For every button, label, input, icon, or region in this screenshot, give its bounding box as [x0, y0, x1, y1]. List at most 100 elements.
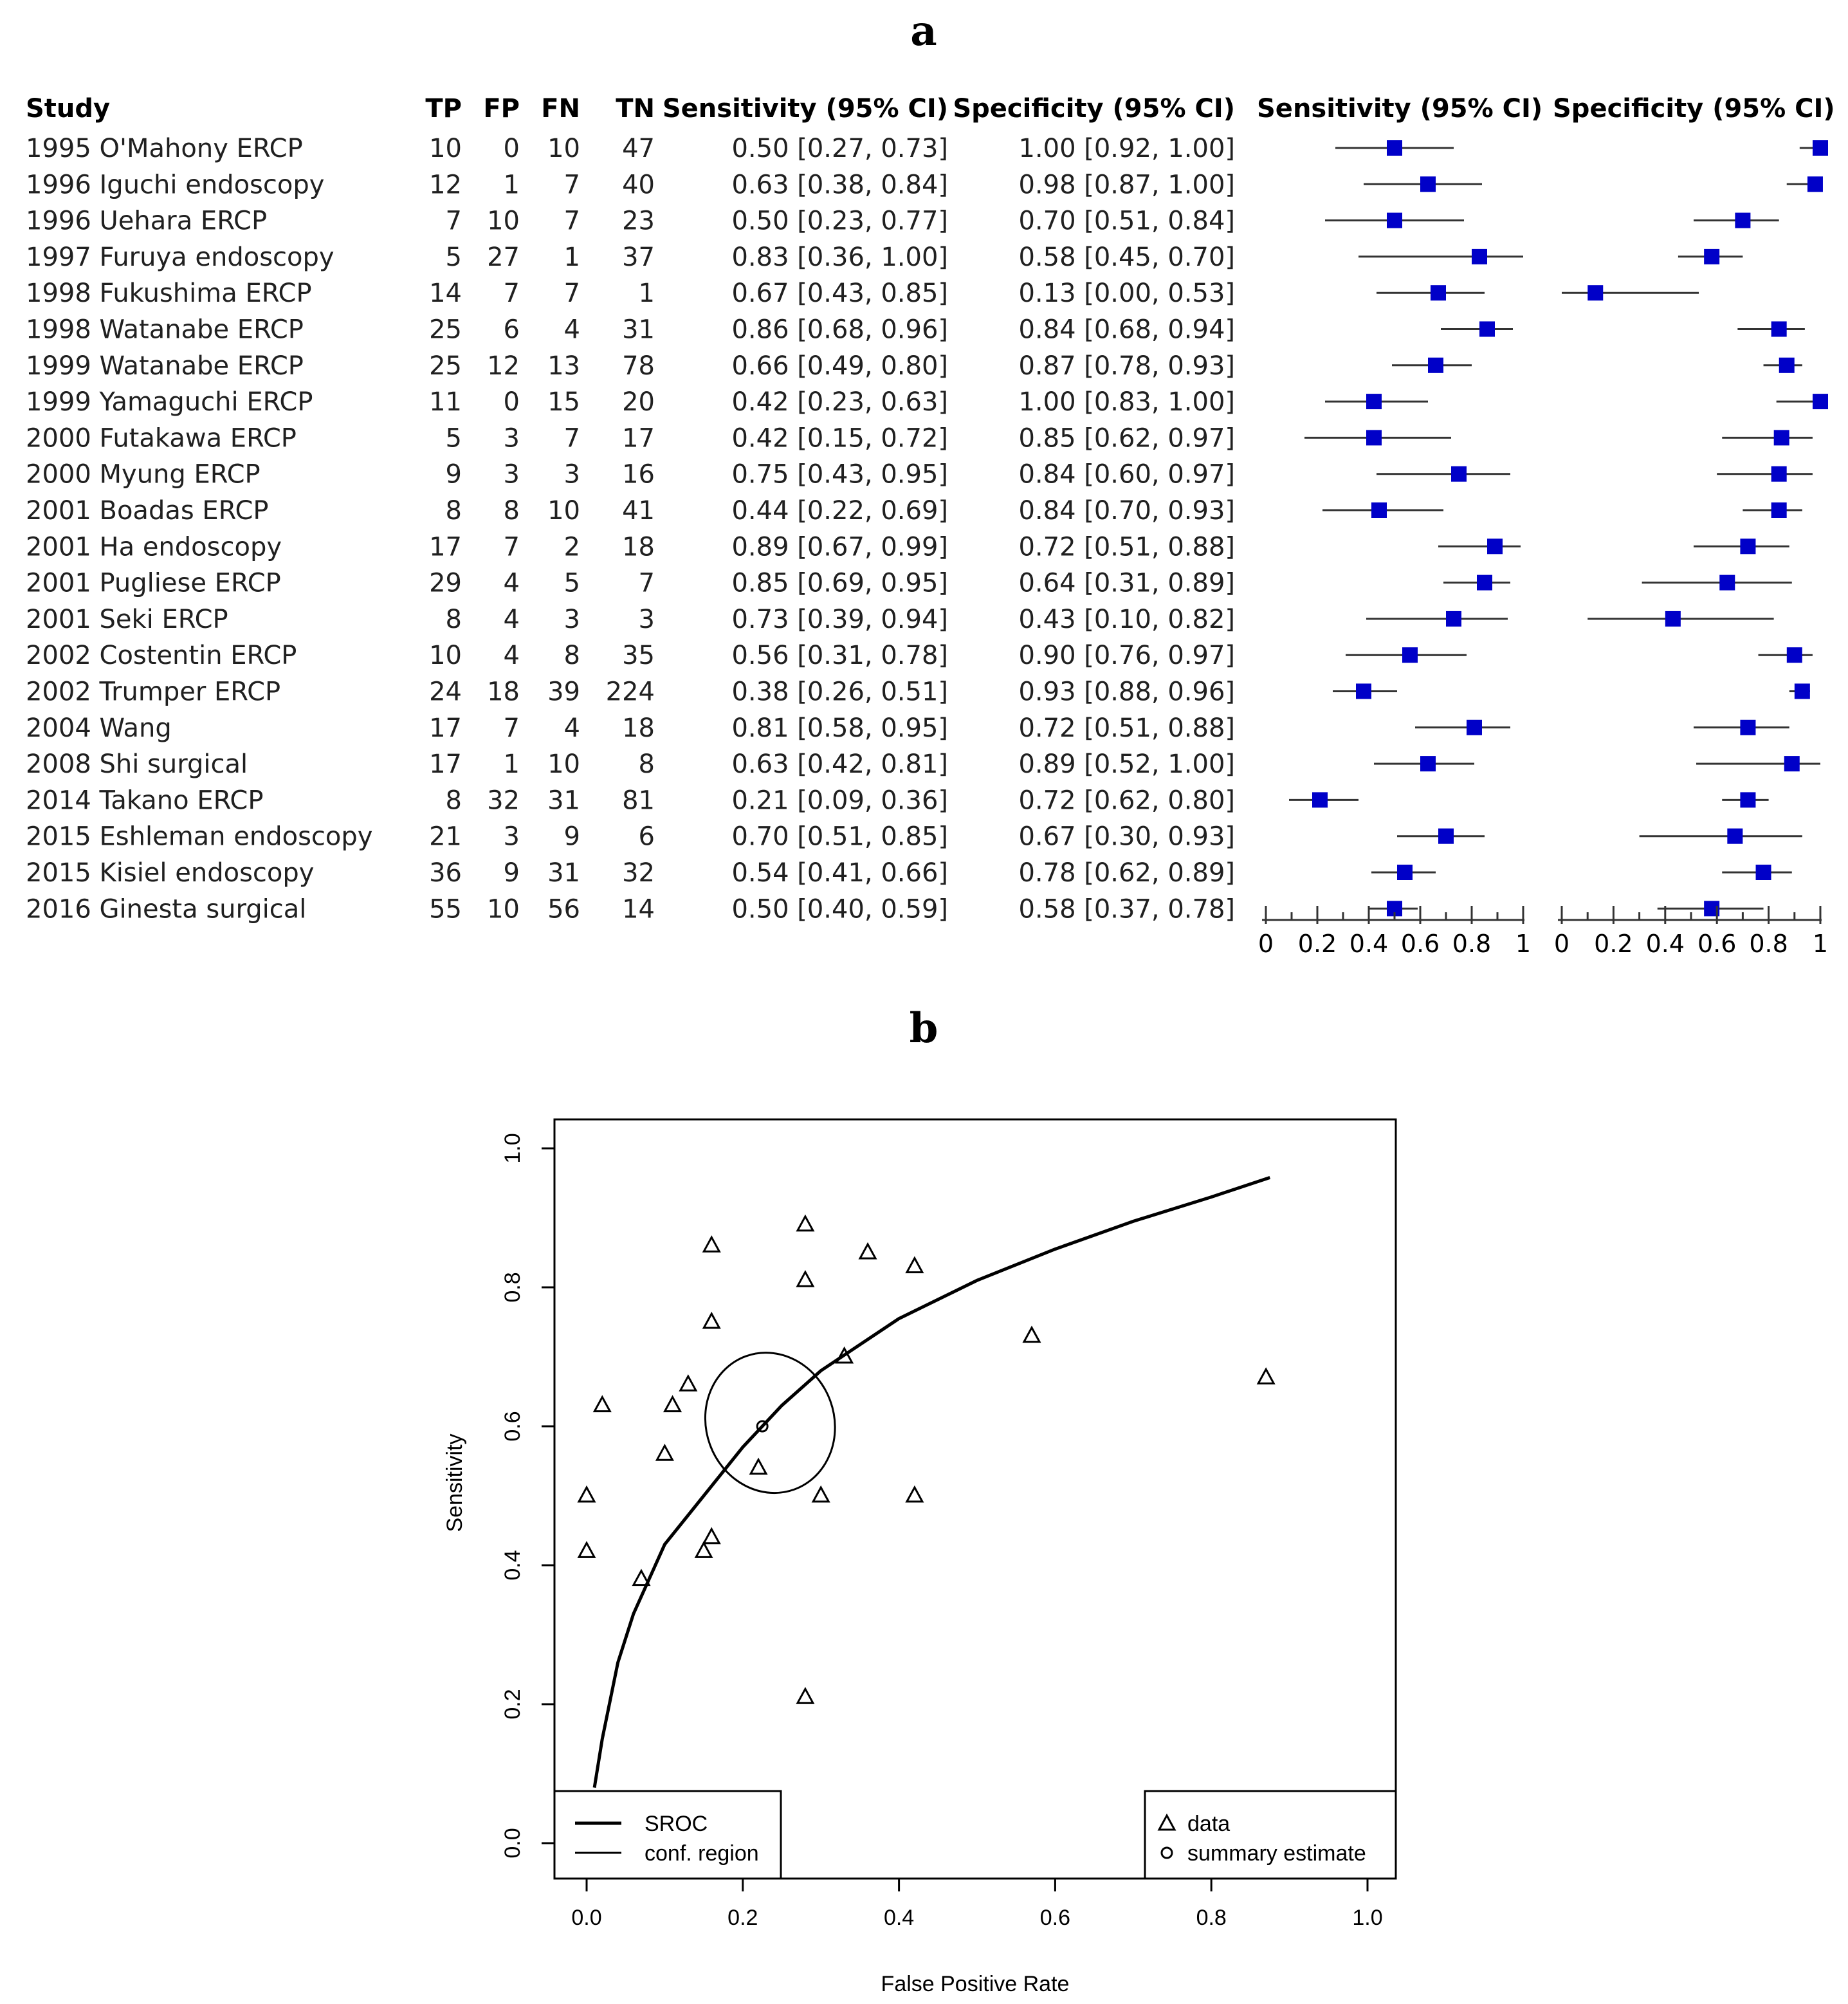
cell-fp: 3	[504, 822, 520, 852]
data-point	[796, 1214, 815, 1232]
sensitivity-tick-label: 1	[1515, 930, 1531, 958]
header-fp: FP	[483, 94, 520, 124]
cell-fp: 10	[487, 207, 520, 236]
cell-spec-text: 0.84 [0.60, 0.97]	[1018, 460, 1235, 490]
cell-tp: 25	[429, 315, 462, 345]
cell-sens-text: 0.44 [0.22, 0.69]	[731, 496, 948, 526]
legend-circle-icon	[1160, 1846, 1173, 1859]
table-row: 2016 Ginesta surgical 55 10 56 14 0.50 [0.40,…	[26, 894, 1235, 924]
cell-spec-text: 0.85 [0.62, 0.97]	[1018, 423, 1235, 453]
y-tick-label: 0.4	[500, 1550, 525, 1580]
cell-sens-text: 0.73 [0.39, 0.94]	[731, 605, 948, 634]
specificity-point	[1587, 285, 1604, 301]
sensitivity-point	[1428, 357, 1443, 373]
cell-sens-text: 0.42 [0.15, 0.72]	[731, 423, 948, 453]
data-point	[835, 1346, 854, 1364]
sensitivity-point	[1366, 430, 1382, 446]
cell-tp: 10	[429, 641, 462, 670]
sroc-plot: 0.0 0.2 0.4 0.6 0.8 1.0 0.0 0.2 0.4 0.6 0.8 1.0 Fal…	[443, 1118, 1397, 1996]
cell-tp: 55	[429, 894, 462, 924]
cell-spec-text: 0.89 [0.52, 1.00]	[1018, 749, 1235, 779]
cell-fn: 39	[547, 677, 580, 707]
table-row: 2004 Wang 17 7 4 18 0.81 [0.58, 0.95] 0.72 [0.…	[26, 713, 1235, 743]
cell-tn: 1	[639, 279, 655, 308]
data-point	[702, 1527, 721, 1545]
specificity-point	[1813, 140, 1828, 156]
cell-tn: 14	[622, 894, 655, 924]
specificity-tick-label: 1	[1813, 930, 1828, 958]
cell-fp: 10	[487, 894, 520, 924]
panel-label-a: a	[910, 7, 937, 55]
sensitivity-tick-label: 0.4	[1349, 930, 1388, 958]
cell-study: 2015 Kisiel endoscopy	[26, 858, 314, 888]
cell-tn: 23	[622, 207, 655, 236]
y-tick-label: 0.2	[500, 1689, 525, 1719]
sensitivity-point	[1387, 212, 1402, 228]
cell-fn: 7	[564, 279, 580, 308]
cell-study: 2001 Pugliese ERCP	[26, 569, 281, 598]
legend-triangle-icon	[1157, 1813, 1176, 1831]
cell-tn: 41	[622, 496, 655, 526]
cell-sens-text: 0.54 [0.41, 0.66]	[731, 858, 948, 888]
cell-tn: 6	[639, 822, 655, 852]
cell-fp: 6	[504, 315, 520, 345]
sensitivity-point	[1371, 502, 1387, 518]
data-point	[694, 1541, 713, 1558]
cell-fp: 7	[504, 279, 520, 308]
header-sensitivity-ci: Sensitivity (95% CI)	[663, 94, 948, 124]
sensitivity-point	[1477, 575, 1492, 591]
header-tn: TN	[616, 94, 655, 124]
header-tp: TP	[425, 94, 462, 124]
cell-spec-text: 0.72 [0.51, 0.88]	[1018, 713, 1235, 743]
cell-fn: 10	[547, 749, 580, 779]
specificity-tick-label: 0	[1554, 930, 1569, 958]
cell-study: 2014 Takano ERCP	[26, 786, 263, 815]
cell-study: 2016 Ginesta surgical	[26, 894, 306, 924]
header-specificity-plot: Specificity (95% CI)	[1553, 94, 1835, 124]
header-study: Study	[26, 94, 110, 124]
cell-tp: 14	[429, 279, 462, 308]
y-tick-label: 1.0	[500, 1133, 525, 1163]
cell-study: 1999 Yamaguchi ERCP	[26, 387, 313, 417]
header-sensitivity-plot: Sensitivity (95% CI)	[1257, 94, 1542, 124]
cell-tp: 17	[429, 532, 462, 562]
cell-fn: 10	[547, 496, 580, 526]
sensitivity-point	[1402, 647, 1418, 663]
cell-fp: 7	[504, 713, 520, 743]
table-row: 1996 Uehara ERCP 7 10 7 23 0.50 [0.23, 0.77] 0…	[26, 207, 1235, 236]
specificity-point	[1727, 828, 1743, 844]
sensitivity-tick-label: 0.6	[1401, 930, 1440, 958]
cell-sens-text: 0.56 [0.31, 0.78]	[731, 641, 948, 670]
cell-tp: 11	[429, 387, 462, 417]
data-point	[702, 1311, 721, 1329]
sensitivity-point	[1487, 538, 1503, 555]
legend-data-label: data	[1187, 1812, 1230, 1836]
cell-sens-text: 0.38 [0.26, 0.51]	[731, 677, 948, 707]
cell-study: 1995 O'Mahony ERCP	[26, 134, 303, 163]
y-tick-label: 0.8	[500, 1272, 525, 1302]
specificity-point	[1771, 466, 1787, 482]
specificity-point	[1784, 756, 1800, 772]
cell-fn: 4	[564, 315, 580, 345]
table-row: 2001 Seki ERCP 8 4 3 3 0.73 [0.39, 0.94] 0.43 …	[26, 605, 1235, 634]
cell-fp: 3	[504, 460, 520, 490]
forest-specificity-plot: 0 0.2 0.4 0.6 0.8 1	[1554, 140, 1828, 958]
cell-sens-text: 0.81 [0.58, 0.95]	[731, 713, 948, 743]
cell-fp: 3	[504, 423, 520, 453]
table-row: 2015 Eshleman endoscopy 21 3 9 6 0.70 [0.51, …	[26, 822, 1235, 852]
cell-tn: 31	[622, 315, 655, 345]
cell-tn: 3	[639, 605, 655, 634]
cell-tn: 35	[622, 641, 655, 670]
x-tick-label: 1.0	[1352, 1906, 1382, 1930]
sensitivity-point	[1387, 140, 1402, 156]
cell-sens-text: 0.83 [0.36, 1.00]	[731, 243, 948, 272]
cell-tn: 16	[622, 460, 655, 490]
legend-right: data summary estimate	[1144, 1790, 1397, 1880]
specificity-point	[1740, 792, 1756, 808]
specificity-tick-label: 0.2	[1594, 930, 1633, 958]
sensitivity-tick-label: 0	[1258, 930, 1274, 958]
table-row: 2014 Takano ERCP 8 32 31 81 0.21 [0.09, 0.36]…	[26, 786, 1235, 815]
sensitivity-point	[1451, 466, 1467, 482]
specificity-point	[1719, 575, 1735, 591]
